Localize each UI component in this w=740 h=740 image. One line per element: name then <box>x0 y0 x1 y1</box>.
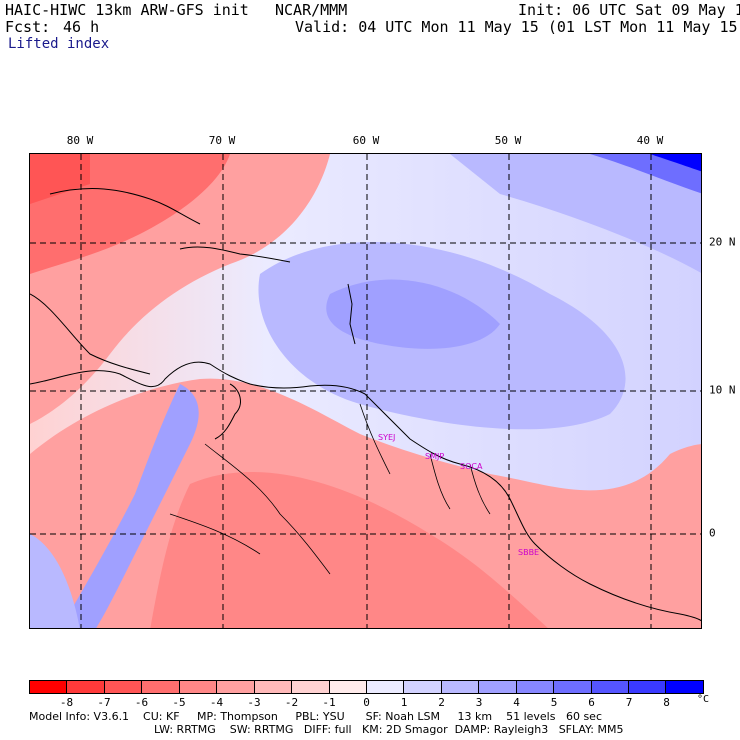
coastlines <box>30 188 701 622</box>
lat-label-0: 0 <box>709 526 716 540</box>
field-max-blue <box>650 154 701 172</box>
border-ecuador-peru <box>169 513 261 555</box>
colorbar-tick-label: -3 <box>247 696 261 709</box>
colorbar-tick-label: -4 <box>209 696 224 709</box>
colorbar-tick-label: -5 <box>172 696 186 709</box>
border-suriname-guiana <box>469 463 491 515</box>
station-label: SOCA <box>460 462 483 471</box>
colorbar-tick-label: 0 <box>363 696 370 709</box>
colorbar-segment <box>366 681 405 693</box>
colorbar-segment <box>179 681 218 693</box>
coast-cuba <box>49 188 201 225</box>
colorbar-tick-label: -8 <box>59 696 74 709</box>
colorbar-unit: °C <box>697 694 710 705</box>
graticule <box>30 154 701 628</box>
colorbar-segment <box>30 681 68 693</box>
valid-time: Valid: 04 UTC Mon 11 May 15 (01 LST Mon … <box>295 18 740 36</box>
colorbar-tick-label: -1 <box>322 696 336 709</box>
colorbar-segment <box>217 681 255 693</box>
lon-label-70w: 70 W <box>208 134 236 147</box>
colorbar-tick-label: 2 <box>438 696 445 709</box>
model-title: HAIC-HIWC 13km ARW-GFS init <box>5 1 249 19</box>
colorbar-segment <box>479 681 517 693</box>
border-colombia-venezuela <box>204 443 331 575</box>
field-blue-pacific <box>30 534 80 628</box>
lifted-index-map: SYEJ SMJP SOCA SBBE <box>29 153 702 629</box>
lat-label-20n: 20 N <box>709 235 736 249</box>
lon-label-80w: 80 W <box>66 134 94 147</box>
field-deep-blue-ne <box>590 154 701 194</box>
border-guyana-suriname <box>429 453 451 510</box>
colorbar-segment <box>666 681 703 693</box>
field-blue-ne <box>450 154 701 273</box>
model-info-line2: LW: RRTMG SW: RRTMG DIFF: full KM: 2D Sm… <box>154 723 624 736</box>
country-borders <box>169 403 491 575</box>
coast-south-america <box>30 361 701 622</box>
colorbar-segment <box>404 681 442 693</box>
colorbar-tick-label: 6 <box>588 696 595 709</box>
colorbar-segment <box>292 681 330 693</box>
init-time: Init: 06 UTC Sat 09 May 15 <box>518 1 740 19</box>
field-name: Lifted index <box>8 36 110 52</box>
colorbar-tick-label: 5 <box>550 696 558 709</box>
field-blue-andes <box>61 384 199 628</box>
lon-label-40w: 40 W <box>636 134 664 147</box>
forecast-label: Fcst: <box>5 18 51 36</box>
colorbar-segment <box>629 681 667 693</box>
org-label: NCAR/MMM <box>275 1 348 19</box>
colorbar-segment <box>591 681 629 693</box>
model-info-line1: Model Info: V3.6.1 CU: KF MP: Thompson P… <box>29 710 602 723</box>
coast-lesser-antilles <box>347 283 356 345</box>
colorbar-tick-label: 8 <box>663 696 670 709</box>
colorbar-segment <box>329 681 367 693</box>
map-canvas: SYEJ SMJP SOCA SBBE <box>30 154 701 628</box>
border-venezuela-guyana <box>359 403 391 475</box>
colorbar-tick-label: -7 <box>97 696 111 709</box>
station-label: SBBE <box>518 548 539 557</box>
colorbar-tick-label: 7 <box>625 696 633 709</box>
colorbar-segment <box>554 681 592 693</box>
coast-lake-maracaibo <box>214 383 241 440</box>
field-red-amazon <box>150 472 548 628</box>
colorbar-segment <box>142 681 180 693</box>
field-blue-core <box>326 279 500 349</box>
colorbar-tick-label: 4 <box>513 696 520 709</box>
lon-label-50w: 50 W <box>494 134 522 147</box>
colorbar-segment <box>441 681 480 693</box>
lat-label-10n: 10 N <box>709 383 736 397</box>
colorbar-tick-label: -2 <box>284 696 299 709</box>
coast-central-america <box>30 293 151 375</box>
station-label: SMJP <box>425 452 444 461</box>
forecast-hour: 46 h <box>63 18 100 36</box>
colorbar-segment <box>104 681 143 693</box>
station-label: SYEJ <box>378 433 395 442</box>
colorbar-tick-label: 3 <box>475 696 483 709</box>
colorbar-segment <box>516 681 555 693</box>
colorbar-segment <box>254 681 293 693</box>
coast-hispaniola <box>179 246 291 263</box>
colorbar-segment <box>67 681 105 693</box>
lon-label-60w: 60 W <box>352 134 380 147</box>
colorbar <box>29 680 704 694</box>
field-max-red-nw <box>30 154 90 204</box>
colorbar-tick-label: -6 <box>134 696 149 709</box>
colorbar-tick-label: 1 <box>400 696 408 709</box>
